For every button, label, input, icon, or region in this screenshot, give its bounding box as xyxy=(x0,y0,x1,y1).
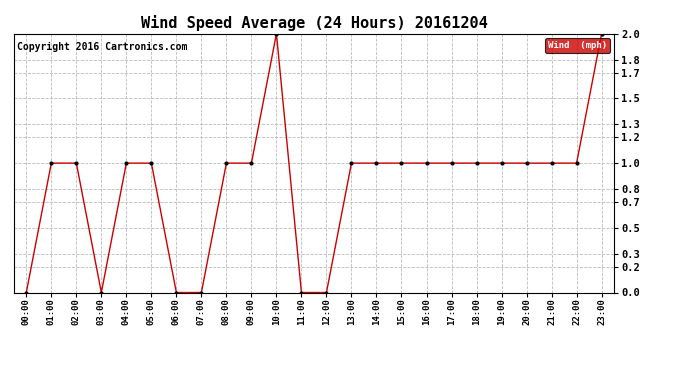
Title: Wind Speed Average (24 Hours) 20161204: Wind Speed Average (24 Hours) 20161204 xyxy=(141,15,487,31)
Legend: Wind  (mph): Wind (mph) xyxy=(545,38,609,53)
Text: Copyright 2016 Cartronics.com: Copyright 2016 Cartronics.com xyxy=(17,42,187,51)
